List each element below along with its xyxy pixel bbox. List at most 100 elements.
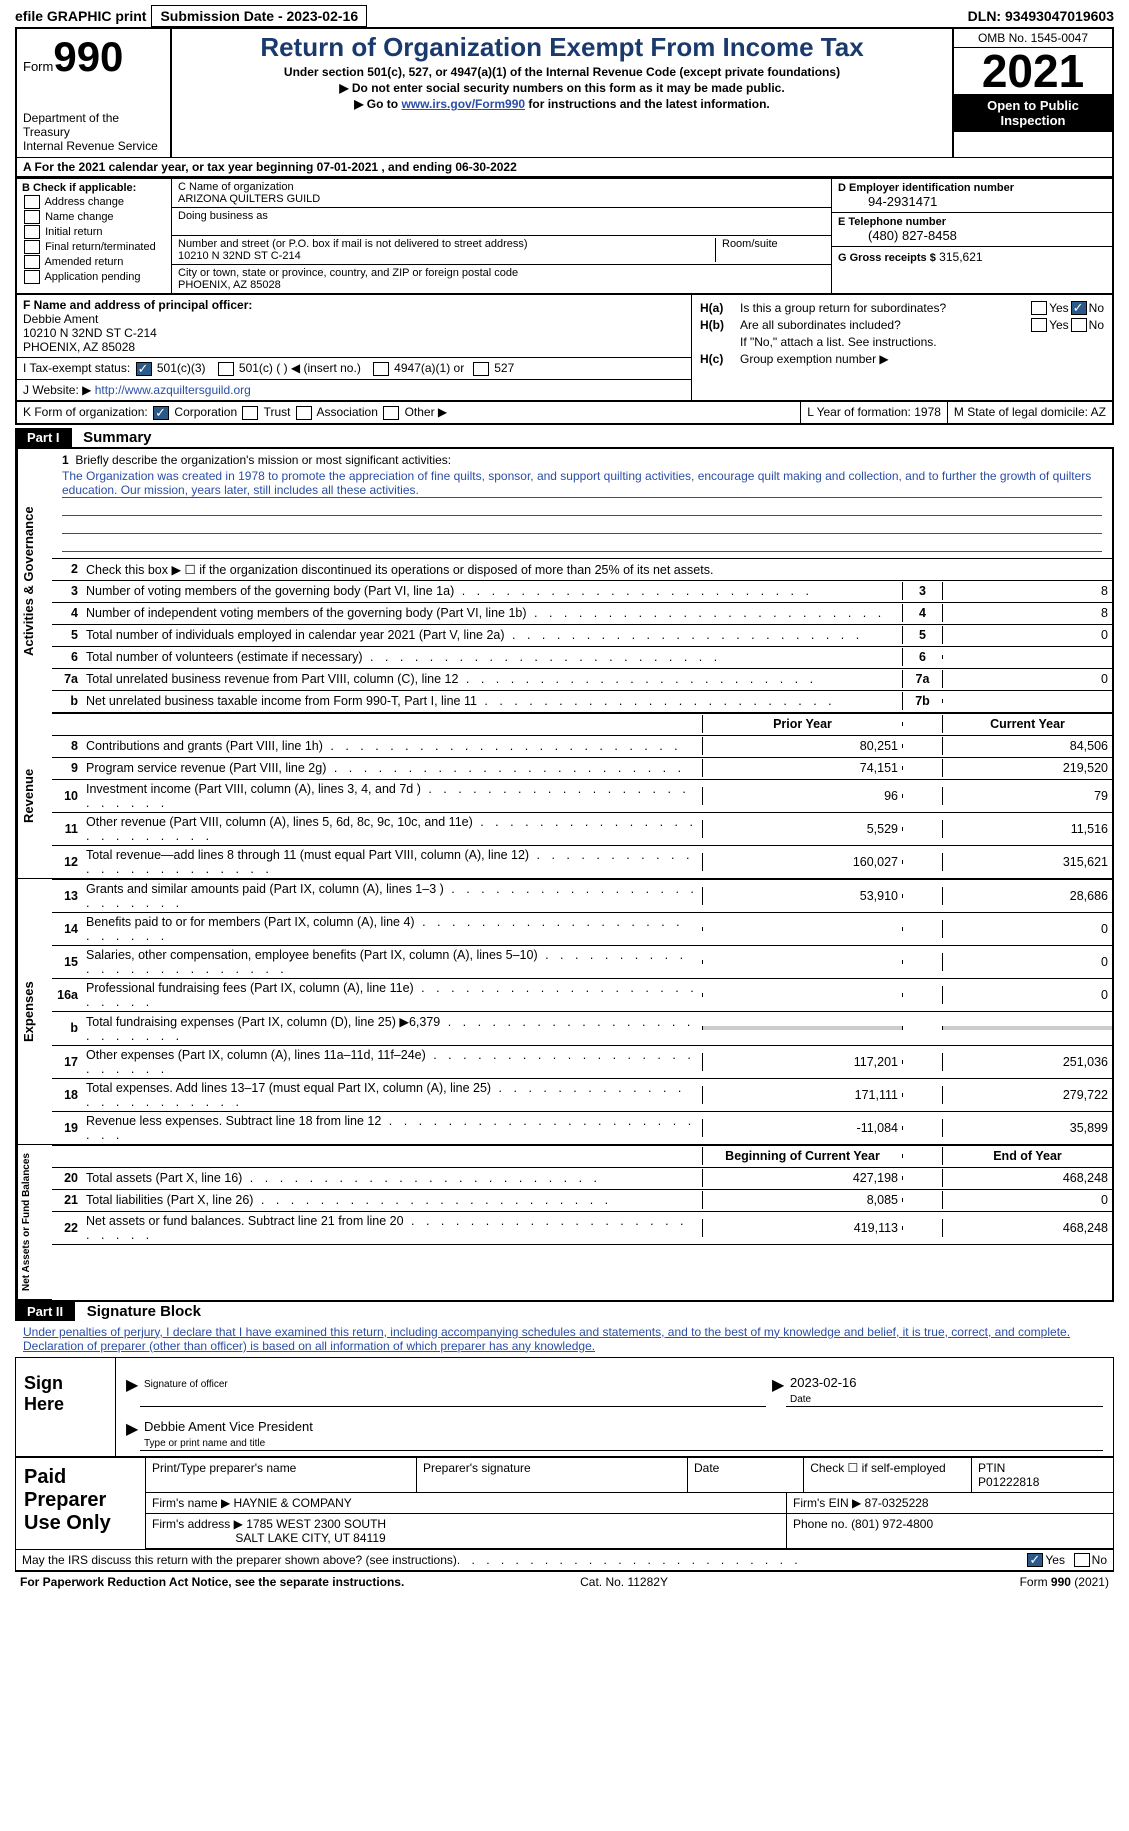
firm-ein: 87-0325228 xyxy=(865,1496,929,1510)
table-row: bNet unrelated business taxable income f… xyxy=(52,691,1112,713)
officer-printed: Debbie Ament Vice President xyxy=(144,1419,313,1434)
table-row: 13Grants and similar amounts paid (Part … xyxy=(52,880,1112,913)
ein-label: D Employer identification number xyxy=(838,182,1106,194)
table-row: 17Other expenses (Part IX, column (A), l… xyxy=(52,1046,1112,1079)
paid-preparer-section: Paid Preparer Use Only Print/Type prepar… xyxy=(15,1457,1114,1550)
city-state-zip: PHOENIX, AZ 85028 xyxy=(178,279,825,291)
check-address-change[interactable]: Address change xyxy=(22,195,166,209)
gross-label: G Gross receipts $ xyxy=(838,252,936,264)
firm-phone: (801) 972-4800 xyxy=(851,1517,933,1531)
org-name: ARIZONA QUILTERS GUILD xyxy=(178,193,825,205)
part1-title: Summary xyxy=(83,429,151,446)
form-word: Form xyxy=(23,59,53,74)
firm-name: HAYNIE & COMPANY xyxy=(234,1496,352,1510)
subtitle-2: Do not enter social security numbers on … xyxy=(180,81,944,95)
declaration-text: Under penalties of perjury, I declare th… xyxy=(15,1321,1114,1357)
check-other[interactable] xyxy=(383,406,399,420)
check-527[interactable] xyxy=(473,362,489,376)
check-4947[interactable] xyxy=(373,362,389,376)
side-expenses: Expenses xyxy=(17,879,52,1145)
table-row: 9Program service revenue (Part VIII, lin… xyxy=(52,758,1112,780)
table-row: 4Number of independent voting members of… xyxy=(52,603,1112,625)
table-row: 10Investment income (Part VIII, column (… xyxy=(52,780,1112,813)
part2-header: Part II xyxy=(15,1302,75,1321)
table-row: 11Other revenue (Part VIII, column (A), … xyxy=(52,813,1112,846)
calendar-year-line: A For the 2021 calendar year, or tax yea… xyxy=(15,157,1114,178)
table-row: 22Net assets or fund balances. Subtract … xyxy=(52,1212,1112,1245)
discuss-row: May the IRS discuss this return with the… xyxy=(15,1550,1114,1571)
part1-header: Part I xyxy=(15,428,72,447)
officer-label: F Name and address of principal officer: xyxy=(23,298,685,312)
gross-value: 315,621 xyxy=(939,250,982,264)
mission-label: Briefly describe the organization's miss… xyxy=(75,453,451,467)
ha-yes[interactable] xyxy=(1031,301,1047,315)
check-trust[interactable] xyxy=(242,406,258,420)
table-row: 8Contributions and grants (Part VIII, li… xyxy=(52,736,1112,758)
inspection-notice: Open to Public Inspection xyxy=(954,94,1112,132)
street-address: 10210 N 32ND ST C-214 xyxy=(178,250,715,262)
irs-link[interactable]: www.irs.gov/Form990 xyxy=(401,97,525,111)
fgh-section: F Name and address of principal officer:… xyxy=(15,295,1114,402)
hb-no[interactable] xyxy=(1071,318,1087,332)
form-footer: Form 990 (2021) xyxy=(1020,1575,1109,1589)
room-label: Room/suite xyxy=(715,238,825,262)
table-row: 15Salaries, other compensation, employee… xyxy=(52,946,1112,979)
check-amended[interactable]: Amended return xyxy=(22,255,166,269)
firm-addr: 1785 WEST 2300 SOUTH xyxy=(246,1517,386,1531)
check-501c[interactable] xyxy=(218,362,234,376)
discuss-yes[interactable] xyxy=(1027,1553,1043,1567)
table-row: 12Total revenue—add lines 8 through 11 (… xyxy=(52,846,1112,879)
table-row: 6Total number of volunteers (estimate if… xyxy=(52,647,1112,669)
efile-label: efile GRAPHIC print xyxy=(15,8,146,24)
check-corp[interactable] xyxy=(153,406,169,420)
website-url[interactable]: http://www.azquiltersguild.org xyxy=(95,383,251,397)
side-revenue: Revenue xyxy=(17,713,52,879)
form-header: Form990 Department of the Treasury Inter… xyxy=(15,27,1114,157)
ein-value: 94-2931471 xyxy=(838,194,1106,209)
table-row: 7aTotal unrelated business revenue from … xyxy=(52,669,1112,691)
section-b-title: B Check if applicable: xyxy=(22,182,166,194)
paid-preparer-label: Paid Preparer Use Only xyxy=(16,1458,146,1549)
officer-addr1: 10210 N 32ND ST C-214 xyxy=(23,326,685,340)
check-assoc[interactable] xyxy=(296,406,312,420)
summary-table: Activities & Governance 1 Briefly descri… xyxy=(15,447,1114,1302)
entity-section: B Check if applicable: Address change Na… xyxy=(15,178,1114,295)
tax-exempt-row: I Tax-exempt status: 501(c)(3) 501(c) ( … xyxy=(17,358,692,380)
cat-no: Cat. No. 11282Y xyxy=(580,1575,668,1589)
org-name-label: C Name of organization xyxy=(178,181,825,193)
table-row: 19Revenue less expenses. Subtract line 1… xyxy=(52,1112,1112,1145)
subtitle-1: Under section 501(c), 527, or 4947(a)(1)… xyxy=(180,65,944,79)
table-row: 3Number of voting members of the governi… xyxy=(52,581,1112,603)
tel-label: E Telephone number xyxy=(838,216,1106,228)
table-row: bTotal fundraising expenses (Part IX, co… xyxy=(52,1012,1112,1046)
table-row: 21Total liabilities (Part X, line 26)8,0… xyxy=(52,1190,1112,1212)
form-number: 990 xyxy=(53,33,123,80)
check-name-change[interactable]: Name change xyxy=(22,210,166,224)
check-501c3[interactable] xyxy=(136,362,152,376)
side-governance: Activities & Governance xyxy=(17,449,52,713)
k-l-m-row: K Form of organization: Corporation Trus… xyxy=(15,402,1114,425)
dept-label: Department of the Treasury Internal Reve… xyxy=(23,111,164,153)
check-final-return[interactable]: Final return/terminated xyxy=(22,240,166,254)
addr-label: Number and street (or P.O. box if mail i… xyxy=(178,238,715,250)
tel-value: (480) 827-8458 xyxy=(838,228,1106,243)
ha-no[interactable] xyxy=(1071,301,1087,315)
sign-here-label: Sign Here xyxy=(16,1358,116,1456)
form-title: Return of Organization Exempt From Incom… xyxy=(180,32,944,63)
hb-yes[interactable] xyxy=(1031,318,1047,332)
table-row: 16aProfessional fundraising fees (Part I… xyxy=(52,979,1112,1012)
subtitle-3: Go to www.irs.gov/Form990 for instructio… xyxy=(180,97,944,111)
check-initial-return[interactable]: Initial return xyxy=(22,225,166,239)
page-footer: For Paperwork Reduction Act Notice, see … xyxy=(15,1571,1114,1592)
submission-date: Submission Date - 2023-02-16 xyxy=(151,5,367,27)
sig-date: 2023-02-16 xyxy=(790,1375,857,1390)
side-netassets: Net Assets or Fund Balances xyxy=(17,1145,52,1300)
check-app-pending[interactable]: Application pending xyxy=(22,270,166,284)
website-row: J Website: ▶ http://www.azquiltersguild.… xyxy=(17,380,692,400)
firm-city: SALT LAKE CITY, UT 84119 xyxy=(235,1531,385,1545)
top-bar: efile GRAPHIC print Submission Date - 20… xyxy=(15,5,1114,27)
part2-title: Signature Block xyxy=(87,1303,201,1320)
table-row: 18Total expenses. Add lines 13–17 (must … xyxy=(52,1079,1112,1112)
tax-year: 2021 xyxy=(954,48,1112,94)
discuss-no[interactable] xyxy=(1074,1553,1090,1567)
